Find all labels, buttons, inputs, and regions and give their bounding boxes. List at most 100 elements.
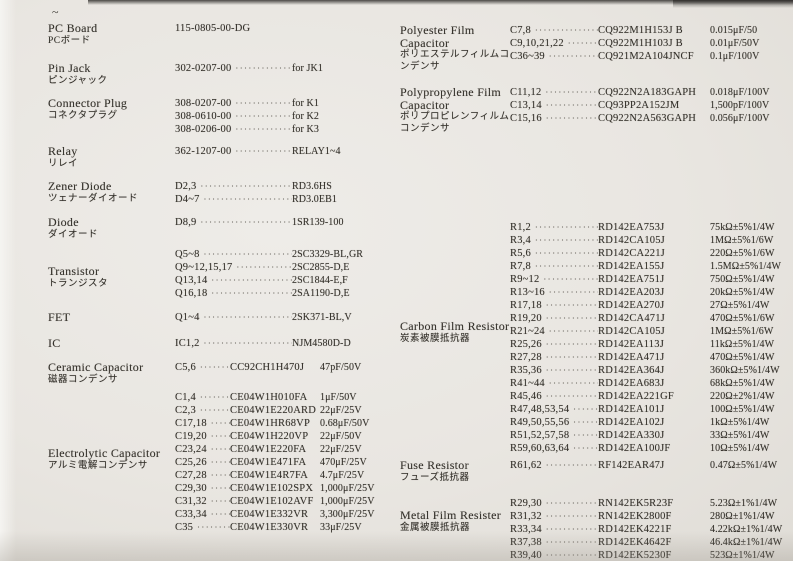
section-title-en: Metal Film Resister [400,508,502,522]
part-ref: C33,34 [175,509,207,520]
section-rows: D8,9 1SR139-100 [175,216,392,241]
dotted-leader [231,110,292,123]
section-title-en: Fuse Resistor [400,458,469,472]
part-row: C23,24 CE04W1E220FA 22μF/25V [175,443,392,456]
part-ref: Q1~4 [175,312,200,323]
scan-edge-top-corner [673,0,793,8]
part-value: 5.23Ω±1%1/4W [710,498,778,509]
dotted-leader [207,274,292,287]
part-row: 362-1207-00 RELAY1~4 [175,145,392,158]
part-row: R9~12 RD142EA751J 750Ω±5%1/4W [510,273,778,286]
part-row: R3,4 RD142CA105J 1MΩ±5%1/6W [510,234,778,247]
part-ref: Q5~8 [175,249,200,260]
part-number: RD142EA101J [598,404,665,415]
part-row: C33,34 CE04W1E332VR 3,300μF/25V [175,508,392,521]
section-rows: C7,8CQ922M1H153J B0.015μF/50C9,10,21,22C… [510,24,778,73]
section-title-jp: ピンジャック [48,75,108,86]
part-row: C35 CE04W1E330VR 33μF/25V [175,521,392,534]
section-title-en: Transistor [48,264,100,278]
part-row: R21~24 RD142CA105J 1MΩ±5%1/6W [510,325,778,338]
part-row: C25,26 CE04W1E471FA 470μF/25V [175,456,392,469]
part-ref: C13,14 [510,100,542,111]
part-number: CQ921M2A104JNCF [598,51,694,62]
part-number: RD142EA753J [598,222,665,233]
section-title-en: FET [48,310,71,324]
dotted-leader [542,510,598,523]
part-number: CE04W1HR68VP [230,418,310,429]
part-row: C36~39 CQ921M2A104JNCF 0.1μF/100V [510,50,778,63]
section-title-jp: フューズ抵抗器 [400,472,470,483]
part-row: R7,8 RD142EA155J 1.5MΩ±5%1/4W [510,260,781,273]
parts-list-left-column: PC Board PCボード 115-0805-00-DG Pin Jack ピンジャッ… [48,22,392,534]
part-ref: R45,46 [510,391,542,402]
part-row: Q16,18 2SA1190-D,E [175,287,392,300]
section-title-jp: リレイ [48,158,79,169]
part-ref: C17,18 [175,418,207,429]
part-value: 0.018μF/100V [710,87,770,98]
part-ref: R9~12 [510,274,540,285]
part-ref: Q13,14 [175,275,208,286]
section-rows: Q1~4 2SK371-BL,V [175,311,392,324]
part-ref: C36~39 [510,51,545,62]
part-number: CQ922N2A183GAPH [598,87,697,98]
part-row: C11,12 CQ922N2A183GAPH 0.018μF/100V [510,86,778,99]
part-number: RN142EK5R23F [598,498,674,509]
part-ref: 302-0207-00 [175,63,232,74]
section-label: Relay リレイ [48,145,175,170]
part-row: R49,50,55,56 RD142EA102J 1kΩ±5%1/4W [510,416,778,429]
part-ref: R35,36 [510,365,542,376]
dotted-leader [542,364,598,377]
part-row: 308-0207-00 for K1 [175,97,392,110]
section-label: Zener Diode ツェナーダイオード [48,180,175,206]
part-value: RELAY1~4 [292,146,341,157]
part-value: 22μF/25V [320,405,362,416]
part-value: for JK1 [292,63,323,74]
parts-section: PC Board PCボード 115-0805-00-DG [48,22,392,47]
dotted-leader [196,391,230,404]
part-row: R29,30 RN142EK5R23F 5.23Ω±1%1/4W [510,497,778,510]
part-value: 0.68μF/50V [320,418,370,429]
part-value: 0.056μF/100V [710,113,770,124]
part-ref: Q9~12,15,17 [175,262,233,273]
part-value: 75kΩ±5%1/4W [710,222,775,233]
part-row: D4~7 RD3.0EB1 [175,193,392,206]
dotted-leader [232,261,292,274]
section-label: Connector Plug コネクタプラグ [48,97,175,136]
part-row: C7,8 CQ922M1H153J B 0.015μF/50 [510,24,778,37]
dotted-leader [531,247,598,260]
parts-section: Polypropylene Film Capacitor ポリプロピレンフィルムコ… [400,86,778,135]
part-number: CE04W1E330VR [230,522,309,533]
part-value: 27Ω±5%1/4W [710,300,770,311]
part-row: R19,20 RD142CA471J 470Ω±5%1/6W [510,312,778,325]
part-row: C15,16 CQ922N2A563GAPH 0.056μF/100V [510,112,778,125]
part-value: 2SC2855-D,E [292,262,350,273]
part-row: R31,32 RN142EK2800F 280Ω±1%1/4W [510,510,778,523]
part-row: Q9~12,15,17 2SC2855-D,E [175,261,392,274]
part-number: RD142EA221GF [598,391,674,402]
part-ref: C23,24 [175,444,207,455]
dotted-leader [545,286,598,299]
part-value: 2SC3329-BL,GR [292,249,364,260]
dotted-leader [531,24,598,37]
part-value: 2SK371-BL,V [292,312,352,323]
part-ref: 308-0206-00 [175,124,232,135]
dotted-leader [545,325,598,338]
dotted-leader [542,312,598,325]
dotted-leader [542,459,598,472]
part-row: R25,26 RD142EA113J 11kΩ±5%1/4W [510,338,778,351]
part-row: C5,6 CC92CH1H470J 47pF/50V [175,361,392,374]
parts-list-right-column: Polyester Film Capacitor ポリエステルフィルムコンデンサ C… [400,23,782,561]
section-title-en: Polypropylene Film Capacitor [400,85,502,112]
part-value: 1,500pF/100V [710,100,770,111]
part-row: 115-0805-00-DG [175,22,392,35]
dotted-leader [200,311,292,324]
part-number: RD142CA105J [598,235,665,246]
dotted-leader [207,417,230,430]
section-title-en: Polyester Film Capacitor [400,23,475,50]
part-value: for K2 [292,111,319,122]
section-rows: C11,12CQ922N2A183GAPH0.018μF/100VC13,14C… [510,86,778,135]
